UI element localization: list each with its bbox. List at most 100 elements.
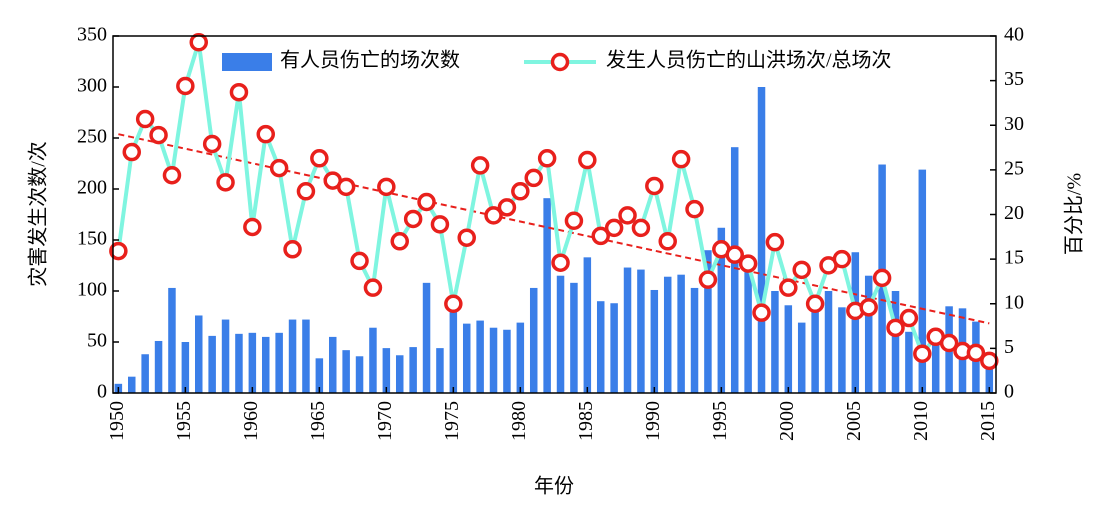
marker: [497, 198, 517, 217]
y-tick-label: 100: [77, 279, 107, 301]
x-tick-label: 1975: [441, 401, 463, 441]
bar: [650, 289, 659, 393]
x-tick-label: 1980: [508, 401, 530, 441]
marker: [537, 149, 557, 168]
bar: [730, 147, 739, 393]
y-tick-label: 50: [87, 330, 107, 352]
marker: [725, 245, 744, 264]
bar: [663, 276, 672, 393]
bar: [918, 169, 927, 393]
bar: [717, 227, 726, 393]
bar: [610, 303, 618, 393]
bar: [838, 307, 846, 393]
bar: [436, 348, 444, 393]
marker: [122, 142, 142, 162]
marker: [899, 308, 919, 328]
y2-axis-label: 百分比/%: [1063, 173, 1086, 255]
marker: [390, 232, 409, 251]
bar: [811, 306, 819, 393]
bar: [623, 267, 632, 393]
marker: [350, 251, 369, 271]
marker: [202, 134, 222, 154]
marker: [859, 298, 878, 317]
x-tick-label: 1965: [307, 401, 329, 441]
marker: [631, 218, 651, 238]
marker: [551, 253, 570, 272]
bar: [931, 336, 940, 393]
marker: [872, 268, 892, 288]
marker: [886, 318, 905, 338]
bar: [543, 198, 551, 393]
bar: [690, 287, 699, 393]
bar: [583, 257, 592, 393]
y-tick-label: 150: [77, 228, 107, 250]
bar: [208, 335, 216, 393]
marker: [283, 240, 302, 259]
marker: [256, 124, 275, 144]
x-tick-label: 2015: [977, 401, 999, 441]
x-tick-label: 2010: [910, 401, 932, 441]
y-tick-label: 0: [97, 381, 107, 403]
marker: [779, 278, 798, 297]
bar: [449, 309, 458, 393]
bar: [757, 87, 766, 393]
x-tick-label: 1995: [709, 401, 731, 441]
marker: [162, 165, 182, 185]
marker: [966, 343, 986, 363]
bar: [489, 327, 498, 393]
y2-tick-label: 35: [1004, 68, 1024, 90]
bar: [275, 332, 283, 393]
x-tick-label: 1985: [575, 401, 597, 441]
marker: [269, 158, 289, 178]
bar: [704, 250, 712, 393]
marker: [578, 150, 597, 170]
marker: [658, 232, 677, 251]
marker: [444, 294, 463, 313]
x-tick-label: 1960: [240, 401, 262, 441]
marker: [484, 206, 503, 225]
x-tick-label: 1955: [173, 401, 195, 441]
marker: [417, 192, 436, 212]
bar: [355, 356, 364, 393]
marker: [671, 149, 691, 169]
marker: [805, 294, 825, 313]
bar: [168, 287, 176, 393]
marker: [832, 249, 852, 269]
bar: [261, 336, 270, 393]
marker: [685, 199, 704, 219]
bar: [596, 301, 605, 393]
bar: [784, 305, 793, 393]
marker: [765, 232, 785, 252]
marker: [310, 149, 329, 168]
marker: [457, 228, 476, 247]
y2-tick-label: 5: [1004, 336, 1014, 358]
y-tick-label: 300: [77, 75, 107, 97]
bar: [248, 332, 257, 393]
bar: [382, 348, 391, 393]
marker: [470, 156, 490, 175]
legend-label: 发生人员伤亡的山洪场次/总场次: [606, 49, 892, 72]
y-axis-label: 灾害发生次数/次: [27, 141, 50, 287]
bar: [905, 331, 913, 393]
y-tick-label: 250: [77, 126, 107, 148]
marker: [296, 182, 316, 201]
bar: [637, 269, 645, 393]
bar: [302, 319, 310, 393]
x-tick-label: 2005: [843, 401, 865, 441]
marker: [109, 241, 128, 261]
legend-swatch: [222, 53, 272, 71]
x-tick-label: 1970: [374, 401, 396, 441]
y-tick-label: 350: [77, 24, 107, 46]
x-tick-label: 2000: [776, 401, 798, 441]
bar: [864, 275, 873, 393]
x-tick-label: 1950: [106, 401, 128, 441]
x-tick-label: 1990: [642, 401, 664, 441]
bar: [771, 291, 779, 393]
bar: [570, 282, 578, 393]
marker: [698, 270, 718, 289]
y2-tick-label: 30: [1004, 113, 1024, 135]
marker: [363, 278, 383, 297]
bar: [235, 333, 243, 393]
marker: [511, 182, 530, 201]
